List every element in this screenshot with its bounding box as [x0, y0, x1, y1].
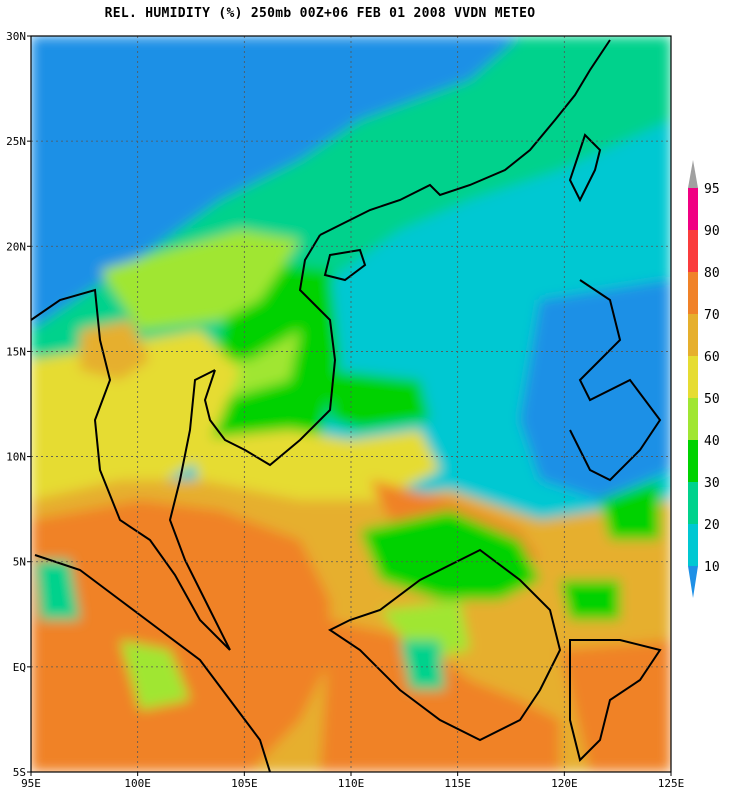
indochina-coast: [203, 234, 337, 467]
borneo-island: [328, 548, 562, 742]
y-tick-label: EQ: [13, 661, 26, 674]
y-tick-label: 20N: [6, 240, 26, 253]
colorbar-label: 60: [704, 350, 720, 365]
y-axis: 5S EQ 5N 10N 15N 20N 25N 30N: [6, 30, 31, 779]
colorbar-swatch: [688, 272, 698, 314]
y-tick-label: 10N: [6, 451, 26, 464]
colorbar: 95 90 80 70 60 50 40 30 20 10: [688, 160, 720, 598]
x-tick-label: 100E: [124, 777, 151, 790]
dry-region-north: [31, 36, 520, 330]
x-tick-label: 95E: [21, 777, 41, 790]
colorbar-label: 20: [704, 518, 720, 533]
colorbar-swatch: [688, 188, 698, 230]
china-coast: [319, 39, 611, 236]
x-tick-label: 110E: [338, 777, 365, 790]
colorbar-label: 10: [704, 560, 720, 575]
sumatra-island: [34, 554, 271, 772]
colorbar-label: 70: [704, 308, 720, 323]
x-tick-label: 115E: [444, 777, 471, 790]
gridlines: [31, 36, 671, 772]
colorbar-label: 40: [704, 434, 720, 449]
coastlines: [31, 39, 662, 772]
sulawesi-island: [569, 639, 662, 762]
gulf-of-thailand: [168, 369, 231, 651]
colorbar-label: 50: [704, 392, 720, 407]
philippines-islands: [569, 279, 662, 482]
y-tick-label: 5S: [13, 766, 26, 779]
colorbar-swatch: [688, 398, 698, 440]
colorbar-arrow-top: [688, 160, 698, 188]
y-tick-label: 15N: [6, 345, 26, 358]
colorbar-label: 30: [704, 476, 720, 491]
hainan-island: [323, 248, 367, 282]
y-tick-label: 25N: [6, 135, 26, 148]
colorbar-swatch: [688, 440, 698, 482]
colorbar-swatch: [688, 230, 698, 272]
colorbar-arrow-bottom: [688, 566, 698, 598]
humid-region-south: [31, 500, 330, 772]
colorbar-swatch: [688, 314, 698, 356]
x-axis: 95E 100E 105E 110E 115E 120E 125E: [21, 772, 684, 790]
colorbar-label: 80: [704, 266, 720, 281]
myanmar-coast: [31, 288, 231, 651]
dry-pocket-east: [520, 280, 671, 500]
x-tick-label: 120E: [551, 777, 578, 790]
y-tick-label: 5N: [13, 556, 26, 569]
colorbar-swatch: [688, 524, 698, 566]
colorbar-label: 95: [704, 182, 720, 197]
map-title: REL. HUMIDITY (%) 250mb 00Z+06 FEB 01 20…: [104, 6, 536, 21]
colorbar-swatch: [688, 482, 698, 524]
x-tick-label: 125E: [658, 777, 685, 790]
y-tick-label: 30N: [6, 30, 26, 43]
colorbar-swatch: [688, 356, 698, 398]
x-tick-label: 105E: [231, 777, 258, 790]
colorbar-label: 90: [704, 224, 720, 239]
taiwan-island: [568, 133, 602, 203]
